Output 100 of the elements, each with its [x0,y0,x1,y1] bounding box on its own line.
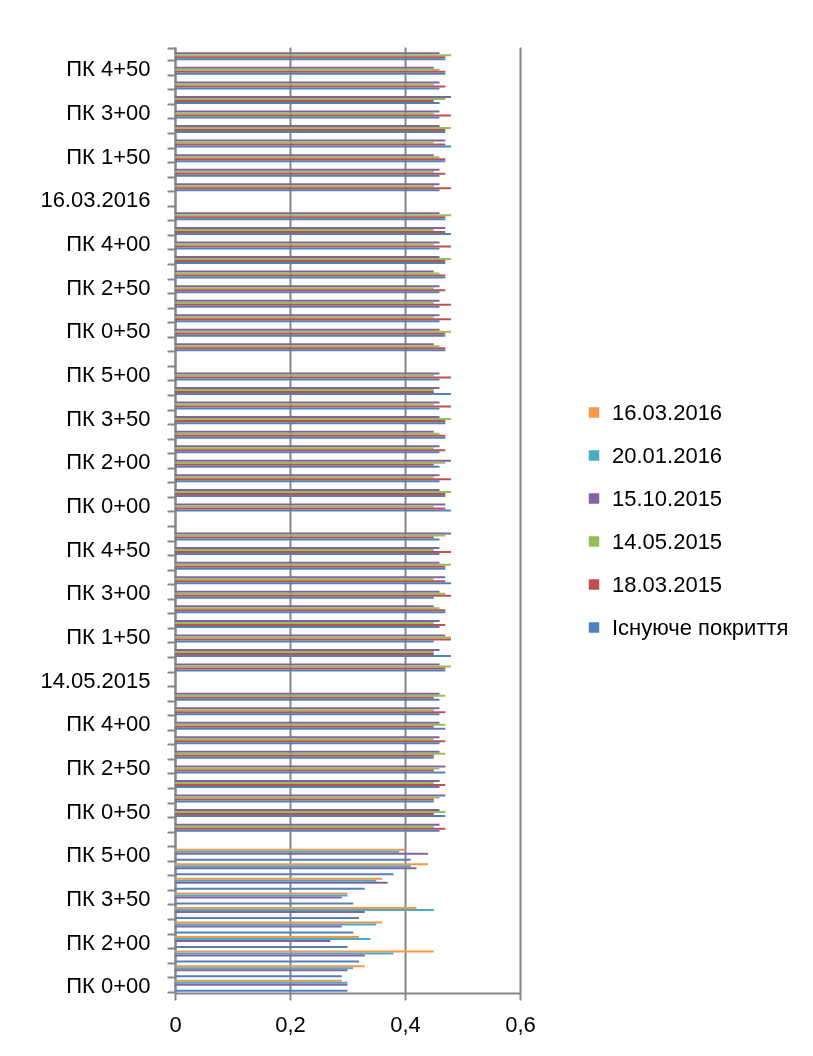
bar [175,418,451,421]
legend-label: 16.03.2016 [612,399,723,425]
bar [175,781,434,784]
y-tick-label: ПК 0+00 [66,492,151,518]
bar [175,141,434,144]
y-tick-label: ПК 2+50 [66,274,151,300]
bar [175,738,434,741]
bar [175,97,446,100]
y-tick-label: ПК 3+00 [66,99,151,125]
bar [175,405,451,408]
y-tick-label: ПК 2+50 [66,754,151,780]
bar [175,634,446,637]
bar [175,908,434,911]
bar [175,401,440,404]
bar [175,299,440,302]
bar [175,480,440,483]
bar [175,245,451,248]
bar [175,187,451,190]
bar [175,451,440,454]
bar [175,813,434,816]
y-tick-label: ПК 1+50 [66,143,151,169]
bar [175,654,451,657]
bar [175,285,440,288]
bar [175,547,440,550]
bar [175,85,446,88]
bar [175,52,440,55]
bar [175,561,440,564]
bar [175,476,434,479]
bar [175,879,377,882]
bar [175,503,446,506]
y-tick-label: ПК 2+00 [66,449,151,475]
bar [175,461,446,464]
bar [175,596,434,599]
bar [175,578,434,581]
bar [175,936,359,939]
bar [175,81,440,84]
bar [175,320,440,323]
bar [175,101,440,104]
bar [175,447,434,450]
y-tick-label: ПК 0+00 [66,973,151,999]
bar [175,139,446,142]
bar [175,906,417,909]
legend-label: Існуюче покриття [612,614,789,640]
bar [175,769,434,772]
y-tick-label: ПК 4+00 [66,230,151,256]
bar [175,576,446,579]
bar [175,692,440,695]
bar [175,430,434,433]
x-tick-label: 0,6 [505,1011,536,1037]
bar [175,532,451,535]
bar [175,723,446,726]
bar [175,750,440,753]
bar [175,372,440,375]
bar [175,83,434,86]
bar [175,721,440,724]
bar [175,287,434,290]
bar [175,230,446,233]
bar [175,711,446,714]
bar [175,272,440,275]
bar [175,232,451,235]
bar [175,865,411,868]
bar [175,343,434,346]
bar [175,432,440,435]
y-tick-label: ПК 4+50 [66,536,151,562]
bar [175,580,446,583]
x-tick-label: 0,4 [390,1011,421,1037]
bar [175,815,446,818]
bar [175,811,446,814]
bar [175,553,440,556]
bar [175,823,440,826]
bar [175,189,440,192]
bar [175,796,440,799]
bar [175,621,434,624]
bar [175,767,440,770]
bar [175,902,354,905]
bar [175,247,440,250]
bar [175,127,451,130]
bar [175,605,434,608]
bar [175,403,434,406]
bar [175,465,440,468]
bar [175,214,451,217]
bar [175,289,446,292]
legend-label: 18.03.2015 [612,571,723,597]
bar [175,145,451,148]
bar [175,785,440,788]
bar [175,850,400,853]
bar [175,463,434,466]
bar [175,592,446,595]
bar [175,923,377,926]
bar [175,696,434,699]
bar [175,509,451,512]
bar [175,416,440,419]
bar [175,538,440,541]
y-tick-label: 16.03.2016 [40,187,151,213]
bar [175,887,365,890]
bar [175,623,446,626]
bar [175,226,446,229]
bar [175,143,446,146]
bar [175,387,440,390]
bar [175,736,440,739]
